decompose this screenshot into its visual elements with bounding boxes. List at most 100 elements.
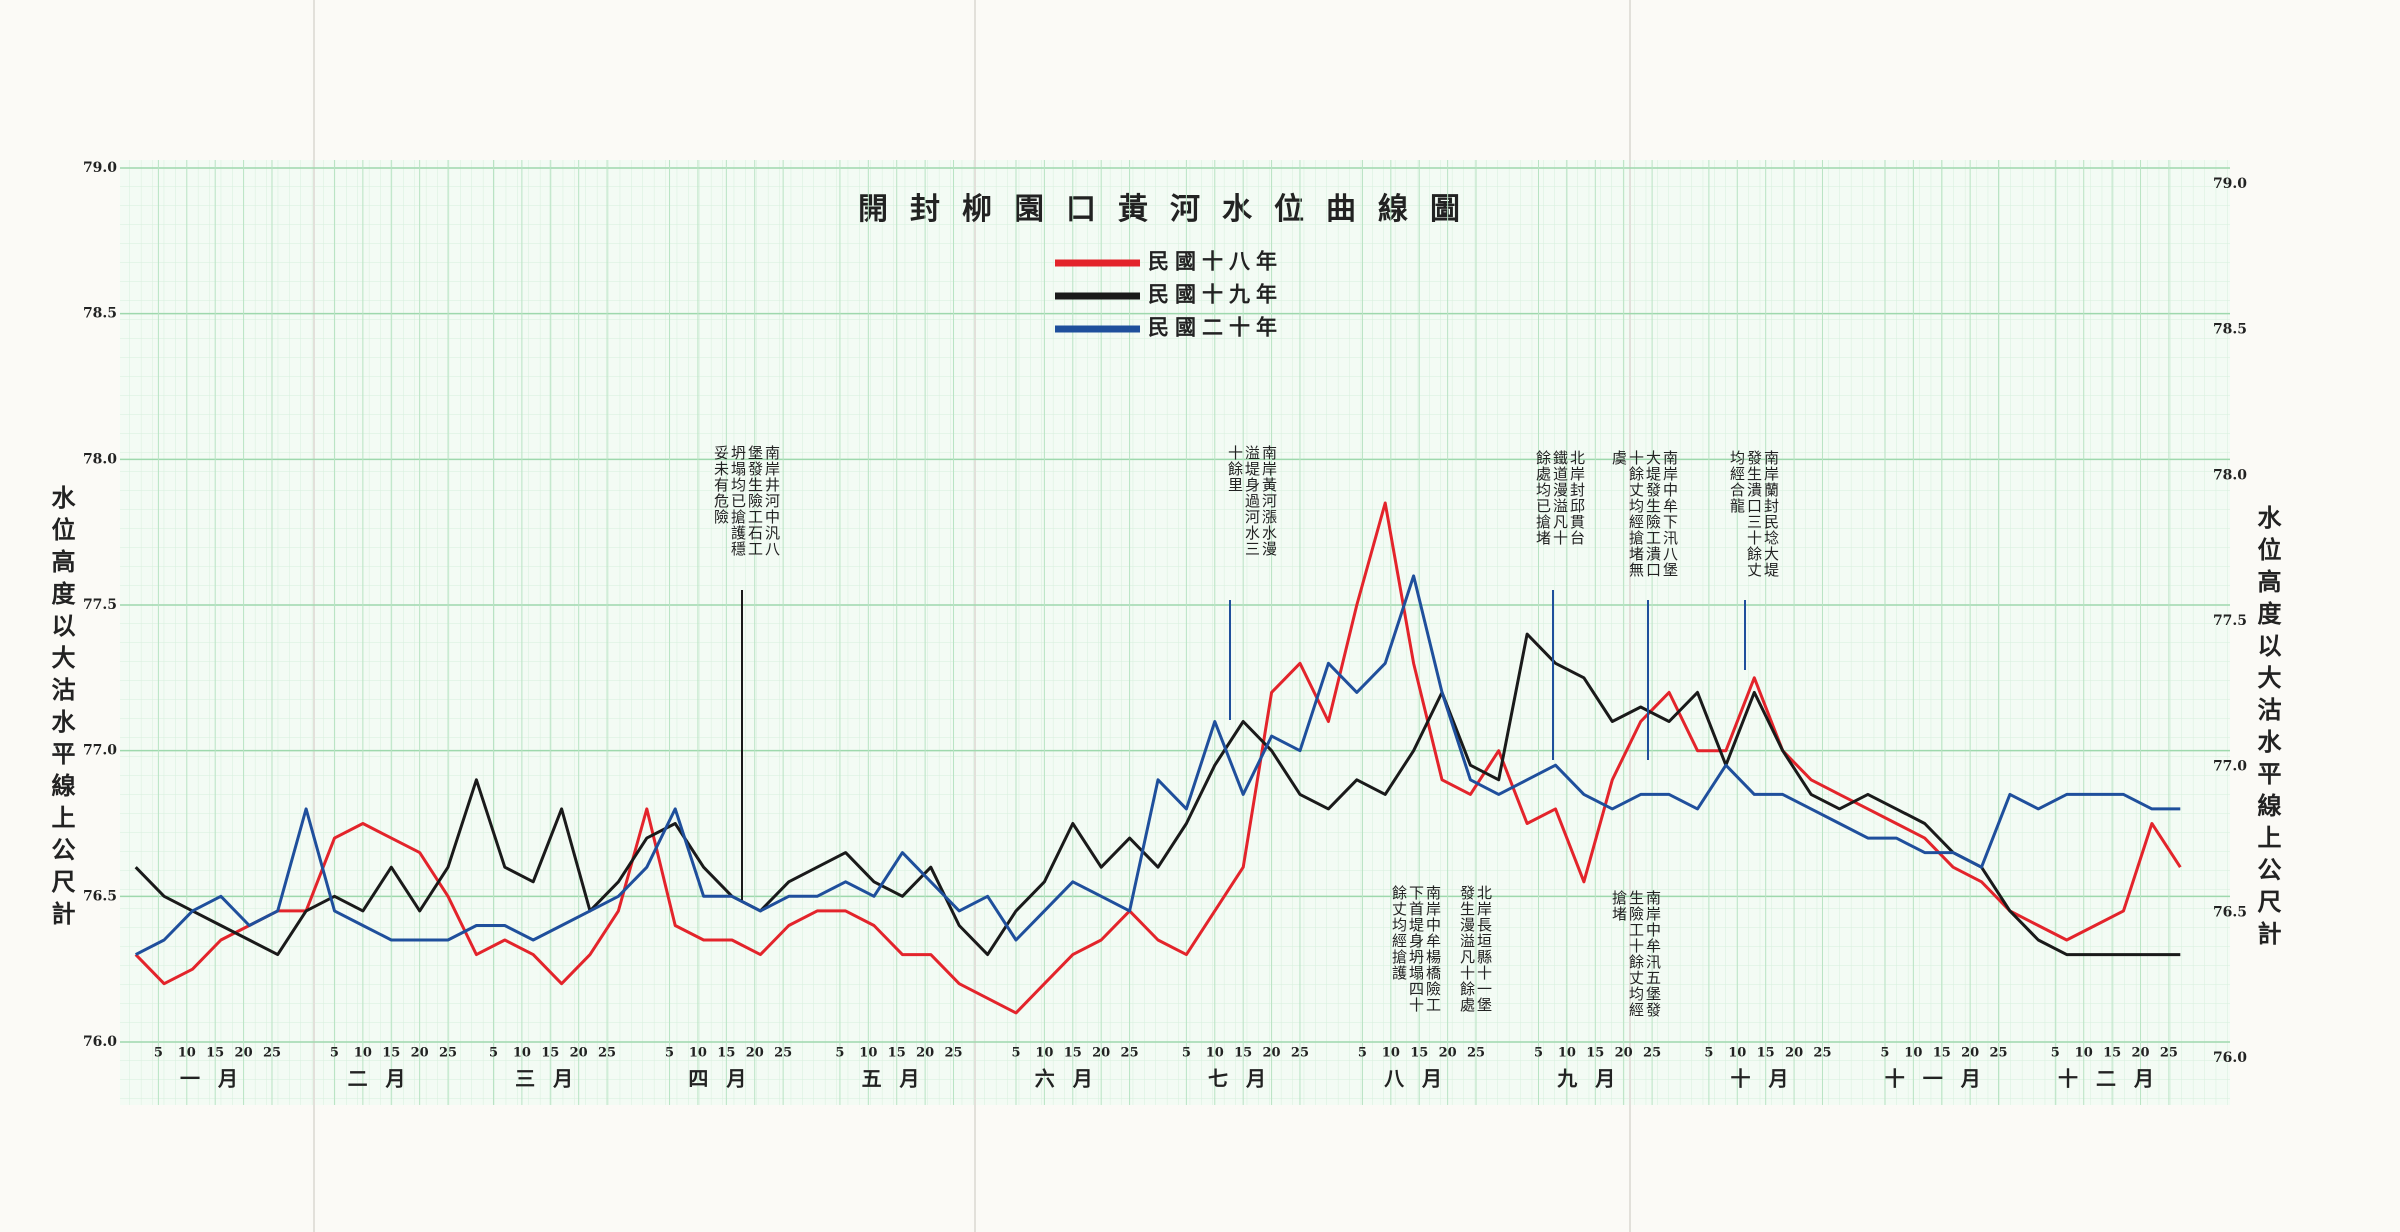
month-label: 九月 [1556, 1067, 1633, 1091]
x-tick-label: 10 [859, 1046, 877, 1061]
x-tick-label: 25 [1467, 1046, 1485, 1061]
x-tick-label: 20 [916, 1046, 934, 1061]
y-tick-label: 77.0 [83, 743, 117, 759]
month-label: 十二月 [2058, 1067, 2172, 1091]
x-tick-label: 5 [489, 1046, 498, 1061]
x-tick-label: 20 [570, 1046, 588, 1061]
x-tick-label: 10 [1035, 1046, 1053, 1061]
month-label: 六月 [1035, 1067, 1111, 1091]
x-tick-label: 20 [1092, 1046, 1110, 1061]
y2-tick-label: 79.0 [2213, 176, 2247, 192]
y2-tick-label: 77.0 [2213, 759, 2247, 775]
x-tick-label: 5 [665, 1046, 674, 1061]
x-tick-label: 15 [717, 1046, 735, 1061]
y-tick-label: 78.5 [83, 306, 117, 322]
x-tick-label: 25 [2160, 1046, 2178, 1061]
x-tick-label: 5 [330, 1046, 339, 1061]
y2-tick-label: 78.5 [2213, 322, 2247, 338]
y-tick-label: 76.0 [83, 1034, 117, 1050]
annotation: 北岸封邱貫台鐵道漫溢凡十餘處均已搶堵 [1534, 450, 1586, 546]
x-tick-label: 10 [2075, 1046, 2093, 1061]
month-label: 十月 [1731, 1067, 1807, 1091]
x-tick-label: 25 [1643, 1046, 1661, 1061]
annotation: 南岸中牟汛五堡發生險工十餘丈均經搶堵 [1610, 890, 1662, 1018]
y-tick-label: 79.0 [83, 160, 117, 176]
y2-tick-label: 78.0 [2213, 467, 2247, 483]
x-tick-label: 15 [888, 1046, 906, 1061]
legend-label: 民國十八年 [1148, 249, 1283, 274]
annotation: 南岸井河中汎八堡發生險工石工坍塌均已搶護穩妥未有危險 [712, 445, 781, 557]
x-tick-label: 15 [1586, 1046, 1604, 1061]
x-tick-label: 15 [2103, 1046, 2121, 1061]
month-label: 七月 [1208, 1067, 1284, 1091]
y2-tick-label: 76.5 [2213, 904, 2247, 920]
x-tick-label: 10 [1728, 1046, 1746, 1061]
x-tick-label: 25 [1121, 1046, 1139, 1061]
series-line [135, 574, 2181, 956]
month-label: 一月 [180, 1067, 256, 1091]
x-tick-label: 5 [1534, 1046, 1543, 1061]
x-tick-label: 20 [1961, 1046, 1979, 1061]
y2-tick-label: 76.0 [2213, 1050, 2247, 1066]
x-tick-label: 5 [2051, 1046, 2060, 1061]
month-label: 十一月 [1885, 1067, 1999, 1091]
series-line [134, 501, 2182, 1015]
x-tick-label: 5 [1011, 1046, 1020, 1061]
chart-title: 開封柳園口黃河水位曲線圖 [858, 192, 1482, 227]
annotation: 南岸中牟楊橋險工下首堤身坍塌四十餘丈均經搶護 [1390, 885, 1442, 1013]
x-tick-label: 5 [154, 1046, 163, 1061]
x-tick-label: 20 [746, 1046, 764, 1061]
plot: 76.0 76.0 76.5 76.5 77.0 77.0 77.5 77.5 78.0 78.0… [83, 160, 2247, 1105]
annotation: 北岸長垣縣十一堡發生漫溢凡十餘處 [1458, 885, 1493, 1013]
x-tick-label: 10 [178, 1046, 196, 1061]
y-tick-label: 77.5 [83, 597, 117, 613]
x-tick-label: 25 [944, 1046, 962, 1061]
x-tick-label: 25 [1291, 1046, 1309, 1061]
series-line [134, 632, 2181, 957]
x-tick-label: 20 [1785, 1046, 1803, 1061]
x-tick-label: 15 [1234, 1046, 1252, 1061]
x-tick-label: 10 [354, 1046, 372, 1061]
annotation: 南岸黃河漲水漫溢堤身過河水三十餘里 [1226, 445, 1278, 557]
month-label: 三月 [515, 1067, 591, 1091]
y2-axis-label: 水位高度以大沽水平線上公尺計 [2253, 505, 2282, 953]
annotation: 南岸蘭封民埝大堤發生潰口三十餘丈均經合龍 [1728, 450, 1780, 578]
x-tick-label: 5 [1880, 1046, 1889, 1061]
y-tick-label: 78.0 [83, 451, 117, 467]
x-tick-label: 15 [382, 1046, 400, 1061]
x-tick-label: 20 [1263, 1046, 1281, 1061]
x-tick-label: 10 [1206, 1046, 1224, 1061]
x-tick-label: 25 [1813, 1046, 1831, 1061]
x-tick-label: 15 [1933, 1046, 1951, 1061]
x-tick-label: 20 [2131, 1046, 2149, 1061]
legend-label: 民國二十年 [1148, 315, 1283, 340]
x-tick-label: 20 [1615, 1046, 1633, 1061]
y2-tick-label: 77.5 [2213, 613, 2247, 629]
x-tick-label: 20 [1439, 1046, 1457, 1061]
x-tick-label: 15 [206, 1046, 224, 1061]
x-tick-label: 10 [1382, 1046, 1400, 1061]
x-tick-label: 10 [513, 1046, 531, 1061]
x-tick-label: 10 [689, 1046, 707, 1061]
y-axis-label: 水位高度以大沽水平線上公尺計 [47, 485, 76, 933]
x-tick-label: 20 [411, 1046, 429, 1061]
month-label: 四月 [688, 1067, 764, 1091]
annotation: 南岸中牟下汛八堡大堤發生險工潰口十餘丈均經搶堵無虞 [1610, 450, 1679, 578]
x-tick-label: 5 [835, 1046, 844, 1061]
x-tick-label: 20 [235, 1046, 253, 1061]
x-tick-label: 10 [1558, 1046, 1576, 1061]
month-label: 二月 [348, 1067, 424, 1091]
month-label: 八月 [1384, 1067, 1460, 1091]
y-tick-label: 76.5 [83, 888, 117, 904]
x-tick-label: 5 [1704, 1046, 1713, 1061]
x-tick-label: 15 [1410, 1046, 1428, 1061]
x-tick-label: 25 [1989, 1046, 2007, 1061]
legend-label: 民國十九年 [1148, 282, 1283, 307]
x-tick-label: 25 [263, 1046, 281, 1061]
x-tick-label: 25 [598, 1046, 616, 1061]
month-label: 五月 [862, 1067, 938, 1091]
x-tick-label: 15 [1757, 1046, 1775, 1061]
x-tick-label: 25 [774, 1046, 792, 1061]
